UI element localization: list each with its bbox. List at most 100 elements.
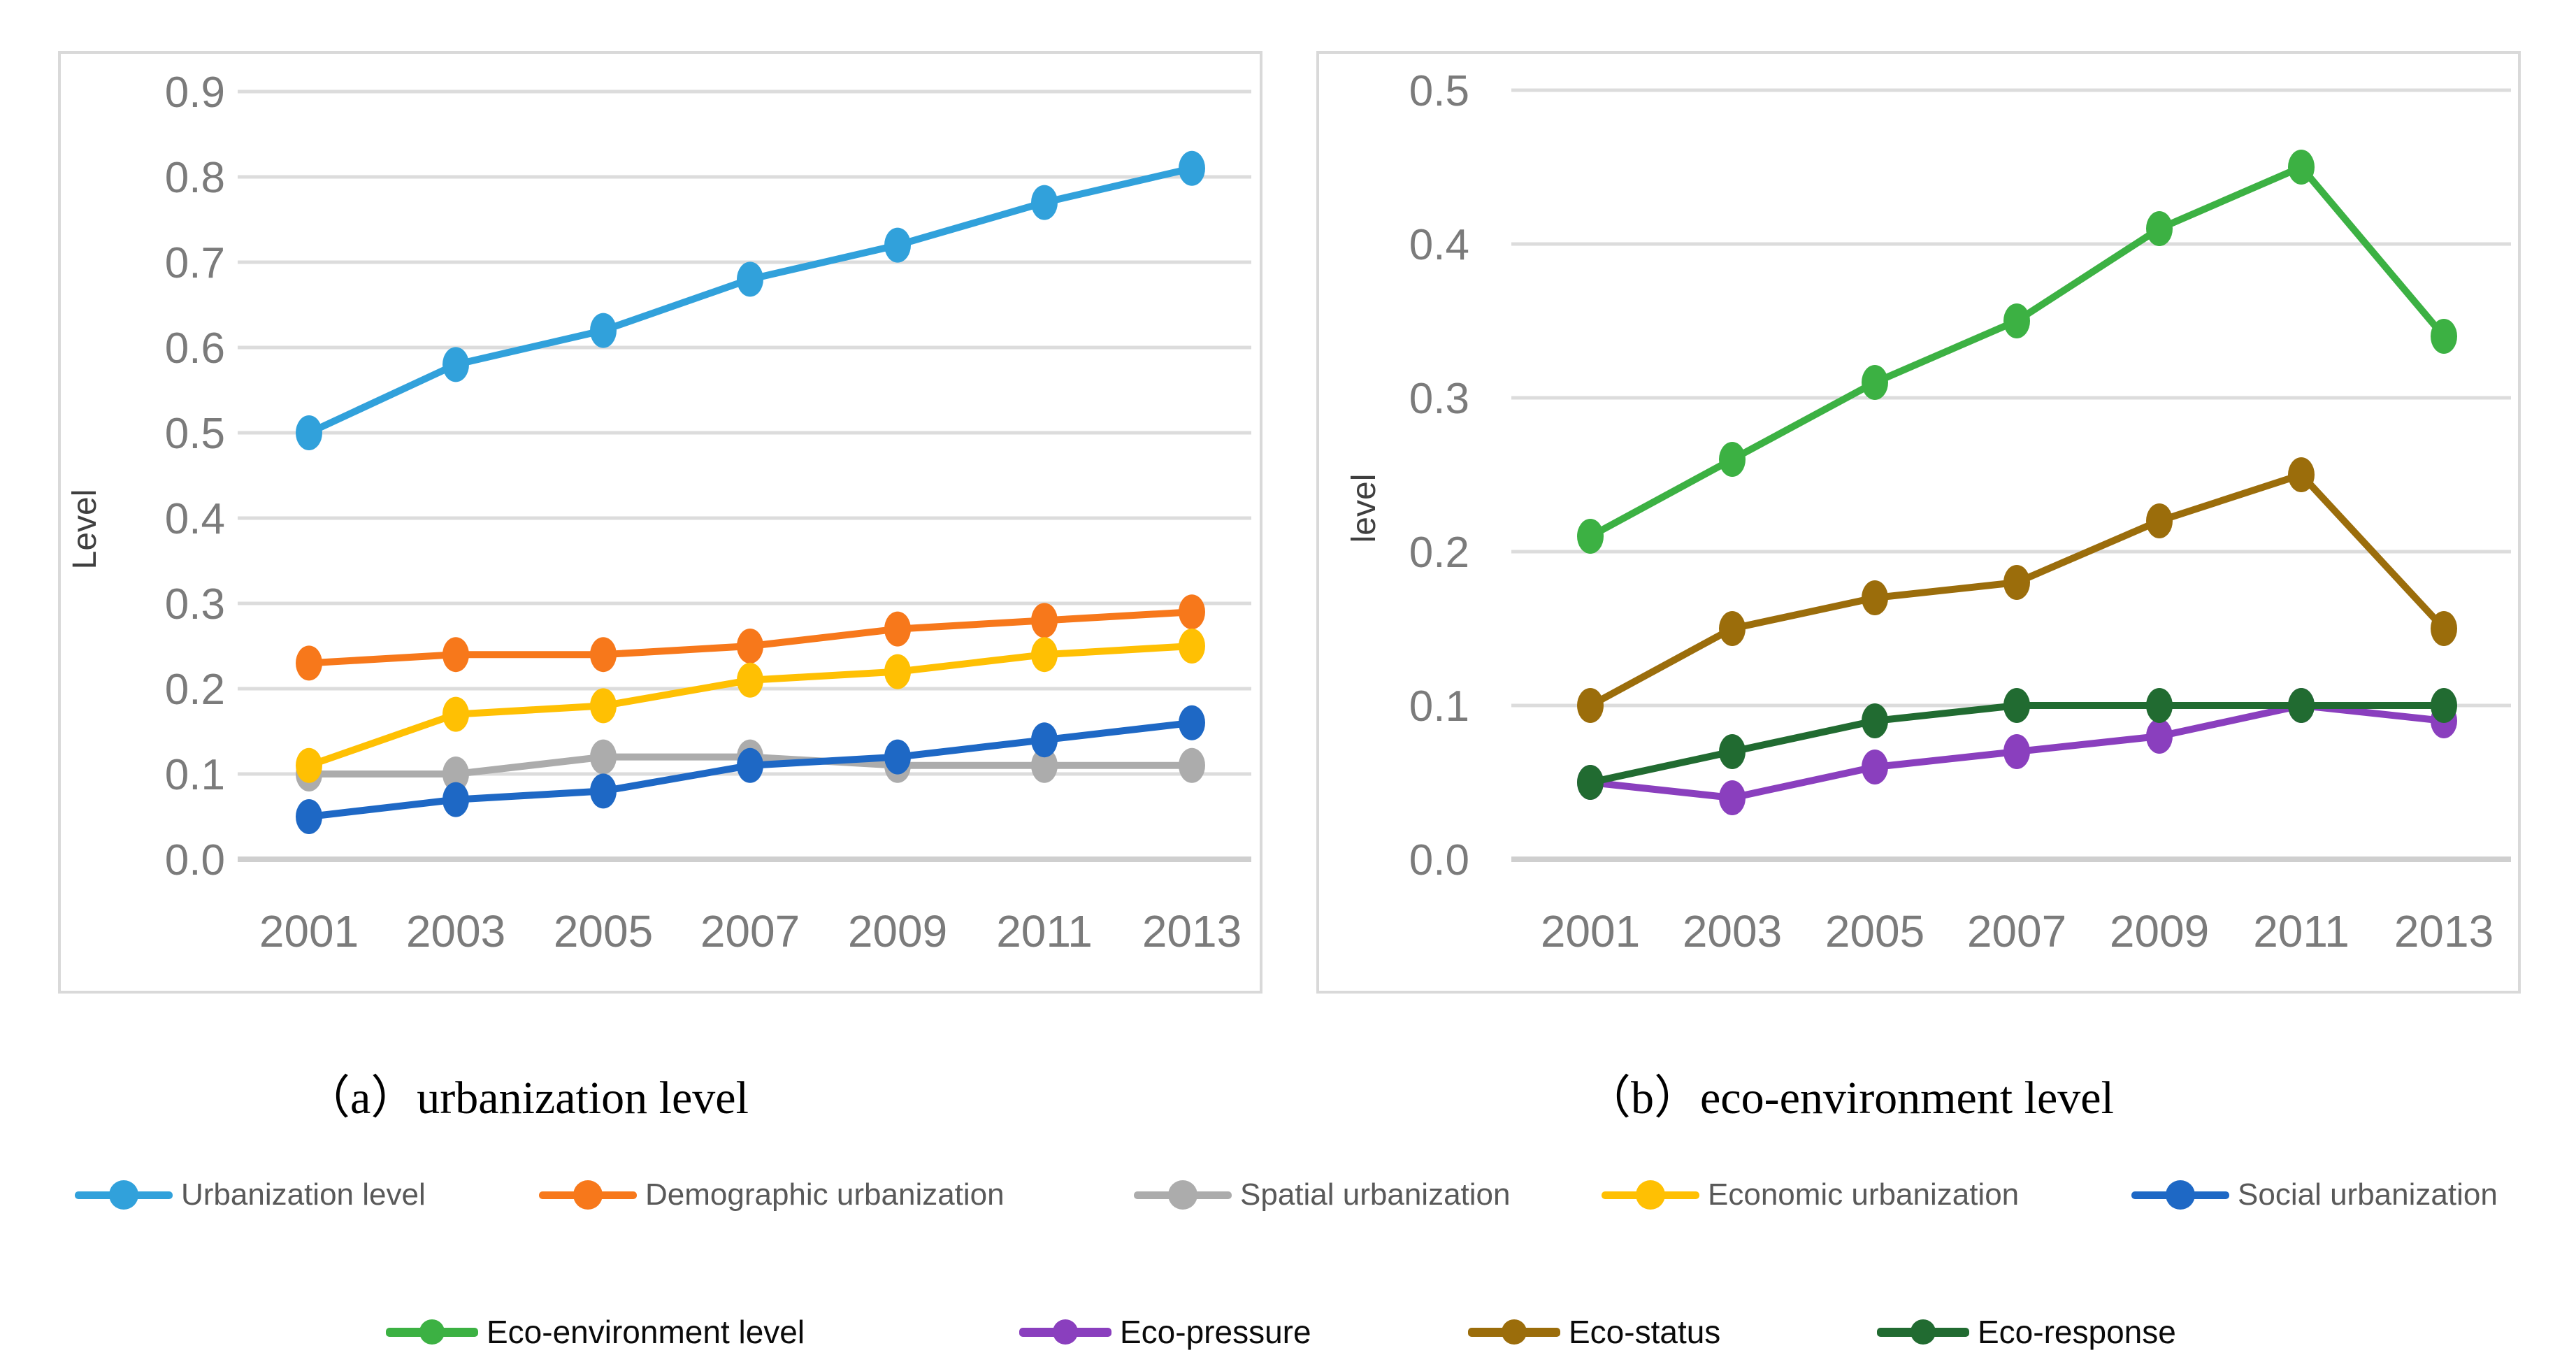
y-tick-label: 0.9 — [165, 69, 225, 117]
legend-item: Demographic urbanization — [539, 1169, 1005, 1221]
y-tick-label: 0.4 — [1409, 221, 1469, 269]
data-point-marker — [1031, 185, 1058, 220]
legend-line-marker-icon — [386, 1319, 478, 1345]
data-point-marker — [590, 773, 617, 809]
data-point-marker — [1719, 442, 1746, 477]
data-point-marker — [1031, 747, 1058, 783]
data-point-marker — [442, 637, 469, 673]
legend-dot-icon — [1502, 1319, 1527, 1345]
legend-row-eco: Eco-environment level Eco-pressure Eco-sta… — [0, 1306, 2576, 1358]
data-point-marker — [2003, 565, 2030, 600]
y-axis-title: Level — [66, 489, 103, 570]
legend-label: Spatial urbanization — [1240, 1177, 1511, 1212]
legend-label: Eco-pressure — [1120, 1314, 1311, 1350]
data-point-marker — [1862, 580, 1888, 615]
data-point-marker — [2288, 150, 2315, 185]
caption-b: （b）eco-environment level — [1585, 1073, 2114, 1124]
x-tick-label: 2005 — [1825, 906, 1924, 956]
data-point-marker — [1719, 611, 1746, 646]
legend-item: Eco-status — [1468, 1306, 1720, 1358]
data-point-marker — [2003, 303, 2030, 338]
legend-line-marker-icon — [2131, 1180, 2229, 1210]
legend-dot-icon — [1636, 1180, 1665, 1210]
data-point-marker — [296, 747, 322, 783]
legend-label: Urbanization level — [181, 1177, 426, 1212]
data-point-marker — [2288, 457, 2315, 492]
legend-label: Economic urbanization — [1708, 1177, 2020, 1212]
data-point-marker — [1719, 734, 1746, 769]
legend-line-marker-icon — [75, 1180, 173, 1210]
data-point-marker — [296, 415, 322, 450]
data-point-marker — [296, 645, 322, 681]
chart-panel-a: 0.0 0.1 0.2 0.3 0.4 0.5 0.6 0.7 0.8 0.9 2001 2003 20… — [58, 51, 1262, 994]
y-tick-label: 0.2 — [1409, 529, 1469, 577]
legend-label: Social urbanization — [2238, 1177, 2498, 1212]
y-tick-label: 0.6 — [165, 324, 225, 373]
x-tick-label: 2009 — [848, 906, 947, 956]
legend-item: Eco-pressure — [1019, 1306, 1311, 1358]
legend-label: Demographic urbanization — [645, 1177, 1005, 1212]
y-axis-title: level — [1346, 474, 1383, 543]
x-tick-label: 2007 — [1967, 906, 2066, 956]
legend-dot-icon — [109, 1180, 138, 1210]
legend-item: Spatial urbanization — [1134, 1169, 1510, 1221]
legend-dot-icon — [2166, 1180, 2195, 1210]
y-tick-label: 0.4 — [165, 495, 225, 543]
data-point-marker — [1179, 705, 1205, 740]
legend-line-marker-icon — [1134, 1180, 1232, 1210]
data-point-marker — [737, 261, 763, 297]
legend-label: Eco-response — [1978, 1314, 2176, 1350]
data-point-marker — [2431, 611, 2457, 646]
legend-dot-icon — [1911, 1319, 1936, 1345]
data-point-marker — [1577, 688, 1604, 723]
data-point-marker — [1577, 519, 1604, 554]
legend-line-marker-icon — [1019, 1319, 1111, 1345]
data-point-marker — [590, 688, 617, 724]
x-tick-label: 2001 — [259, 906, 359, 956]
data-point-marker — [590, 637, 617, 673]
x-tick-label: 2007 — [700, 906, 800, 956]
data-point-marker — [2431, 688, 2457, 723]
x-tick-label: 2003 — [1683, 906, 1782, 956]
legend-row-urbanization: Urbanization level Demographic urbanizati… — [0, 1169, 2576, 1221]
y-tick-label: 0.1 — [1409, 682, 1469, 731]
legend-line-marker-icon — [1877, 1319, 1969, 1345]
x-tick-label: 2013 — [2394, 906, 2494, 956]
y-tick-label: 0.0 — [165, 836, 225, 884]
data-point-marker — [2146, 211, 2173, 246]
urbanization-level-line-chart: 0.0 0.1 0.2 0.3 0.4 0.5 0.6 0.7 0.8 0.9 2001 2003 20… — [66, 69, 1251, 956]
data-point-marker — [1179, 747, 1205, 783]
legend-item: Eco-response — [1877, 1306, 2176, 1358]
legend-dot-icon — [1053, 1319, 1078, 1345]
caption-a: （a）urbanization level — [304, 1073, 749, 1124]
data-point-marker — [884, 611, 911, 647]
data-point-marker — [1031, 722, 1058, 758]
data-point-marker — [296, 799, 322, 834]
legend-line-marker-icon — [1468, 1319, 1560, 1345]
y-tick-label: 0.2 — [165, 666, 225, 714]
legend-item: Economic urbanization — [1602, 1169, 2019, 1221]
x-tick-label: 2013 — [1142, 906, 1242, 956]
data-point-marker — [2146, 719, 2173, 754]
data-point-marker — [884, 739, 911, 775]
data-point-marker — [590, 313, 617, 348]
data-point-marker — [884, 227, 911, 263]
series-line — [1587, 164, 2447, 540]
series-line — [305, 164, 1195, 436]
data-point-marker — [1179, 629, 1205, 664]
data-point-marker — [2288, 688, 2315, 723]
legend-dot-icon — [1168, 1180, 1197, 1210]
y-tick-label: 0.5 — [1409, 67, 1469, 115]
data-point-marker — [442, 757, 469, 791]
data-point-marker — [1179, 150, 1205, 186]
data-point-marker — [1577, 765, 1604, 800]
x-tick-label: 2005 — [554, 906, 653, 956]
legend-line-marker-icon — [1602, 1180, 1699, 1210]
data-point-marker — [2146, 503, 2173, 538]
legend-dot-icon — [419, 1319, 445, 1345]
x-tick-label: 2009 — [2110, 906, 2209, 956]
data-point-marker — [737, 662, 763, 698]
legend-item: Urbanization level — [75, 1169, 426, 1221]
eco-environment-level-line-chart: 0.0 0.1 0.2 0.3 0.4 0.5 2001 2003 2005 2007 2009 20… — [1346, 67, 2511, 956]
data-point-marker — [442, 696, 469, 732]
